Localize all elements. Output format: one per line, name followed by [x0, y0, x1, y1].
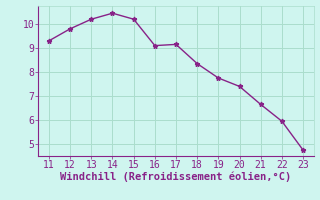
X-axis label: Windchill (Refroidissement éolien,°C): Windchill (Refroidissement éolien,°C) — [60, 172, 292, 182]
